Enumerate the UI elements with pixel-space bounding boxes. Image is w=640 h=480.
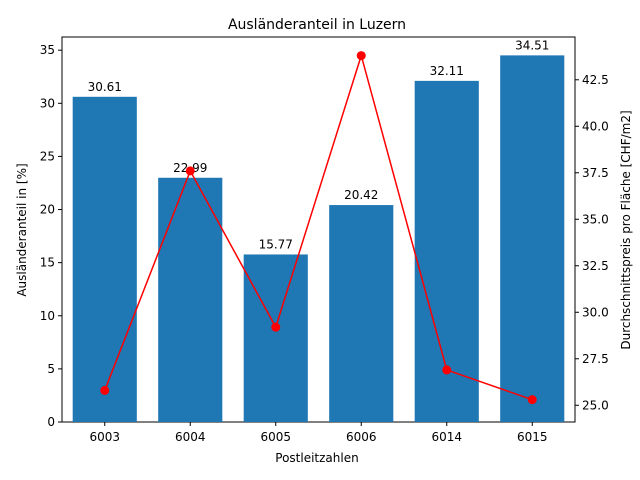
x-tick-label: 6015 <box>517 430 548 444</box>
bar <box>72 96 137 423</box>
plot-area <box>61 36 576 423</box>
bar-series <box>72 55 565 423</box>
plot-frame <box>61 36 576 423</box>
x-tick-label: 6005 <box>260 430 291 444</box>
y2-tick-label: 35.0 <box>582 212 609 226</box>
bar-data-label: 20.42 <box>344 188 378 202</box>
y-tick-label: 0 <box>47 415 55 429</box>
line-point <box>185 166 195 176</box>
bar <box>243 254 308 422</box>
y2-tick-label: 30.0 <box>582 305 609 319</box>
y2-tick-label: 27.5 <box>582 352 609 366</box>
y-tick-label: 30 <box>40 96 55 110</box>
y2-tick-label: 25.0 <box>582 398 609 412</box>
bar-data-label: 34.51 <box>515 38 549 52</box>
line-point <box>100 385 110 395</box>
y-tick-label: 5 <box>47 362 55 376</box>
line-point <box>356 51 366 61</box>
x-tick-label: 6003 <box>89 430 120 444</box>
x-axis: 6003 6004 6005 6006 6014 6015 <box>89 422 548 444</box>
y-tick-label: 35 <box>40 43 55 57</box>
y-tick-label: 20 <box>40 203 55 217</box>
line-point <box>442 365 452 375</box>
x-tick-label: 6014 <box>431 430 462 444</box>
x-tick-label: 6004 <box>175 430 206 444</box>
bar <box>414 80 479 422</box>
y-tick-label: 25 <box>40 149 55 163</box>
bar <box>158 177 223 422</box>
y-axis-left-label: Ausländeranteil in [%] <box>15 163 29 296</box>
bar-data-label: 32.11 <box>430 64 464 78</box>
bar <box>500 55 565 422</box>
y-axis-right-label: Durchschnittspreis pro Fläche [CHF/m2] <box>619 110 633 349</box>
x-tick-label: 6006 <box>346 430 377 444</box>
line-point <box>271 322 281 332</box>
bar-data-label: 15.77 <box>259 237 293 251</box>
y2-tick-label: 40.0 <box>582 119 609 133</box>
line-path <box>104 52 533 401</box>
line-series <box>100 51 537 405</box>
y2-tick-label: 32.5 <box>582 259 609 273</box>
y-tick-label: 15 <box>40 256 55 270</box>
bar <box>329 205 394 422</box>
y-axis-left: 0 5 10 15 20 25 30 35 <box>40 43 62 429</box>
x-axis-label: Postleitzahlen <box>275 451 358 465</box>
y2-tick-label: 42.5 <box>582 73 609 87</box>
y2-tick-label: 37.5 <box>582 166 609 180</box>
bar-data-label: 30.61 <box>88 80 122 94</box>
line-point <box>527 395 537 405</box>
y-tick-label: 10 <box>40 309 55 323</box>
chart-title: Ausländeranteil in Luzern <box>228 17 406 33</box>
y-axis-right: 25.0 27.5 30.0 32.5 35.0 37.5 40.0 42.5 <box>575 73 609 412</box>
